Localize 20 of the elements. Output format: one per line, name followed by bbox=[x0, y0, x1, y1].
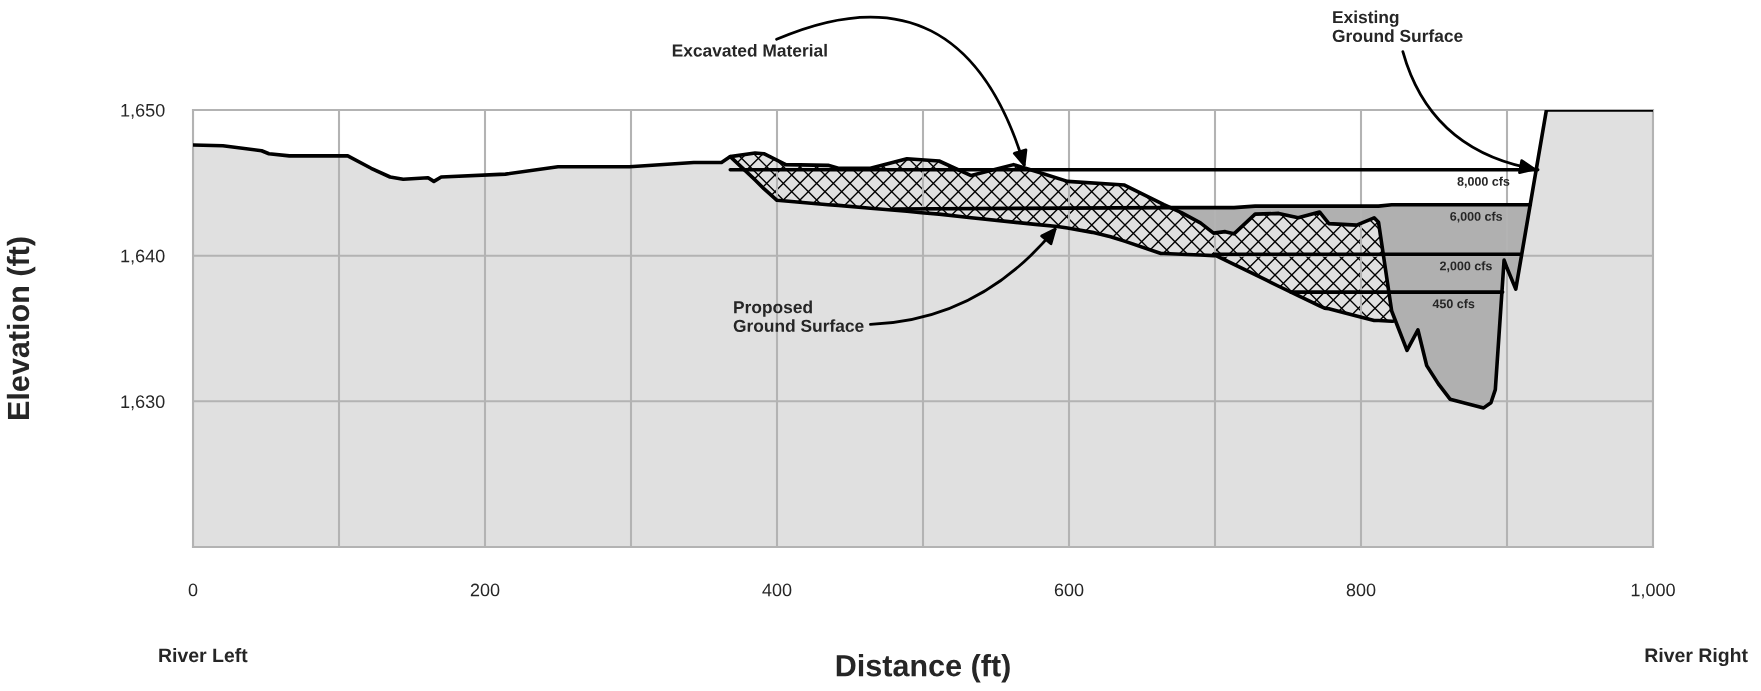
y-tick-label: 1,630 bbox=[121, 395, 165, 411]
series-label: 6,000 cfs bbox=[1450, 211, 1503, 223]
x-tick-label: 200 bbox=[470, 583, 500, 597]
y-tick-label: 1,650 bbox=[121, 103, 165, 119]
series-label: 2,000 cfs bbox=[1439, 261, 1492, 273]
text: River Right bbox=[1645, 647, 1748, 667]
annotation: Existing Ground Surface bbox=[1332, 10, 1463, 43]
y-axis-title: Elevation (ft) bbox=[6, 237, 36, 419]
x-tick-label: 400 bbox=[762, 583, 792, 597]
series-label: 8,000 cfs bbox=[1457, 176, 1510, 188]
y-tick-label: 1,640 bbox=[121, 249, 165, 265]
x-tick-label: 0 bbox=[188, 583, 198, 597]
annotation: Proposed Ground Surface bbox=[733, 300, 864, 333]
series-label: 450 cfs bbox=[1432, 299, 1475, 309]
annotation: Excavated Material bbox=[672, 43, 827, 57]
x-tick-label: 600 bbox=[1054, 583, 1084, 597]
x-tick-label: 800 bbox=[1346, 583, 1376, 597]
text: River Left bbox=[159, 647, 248, 663]
x-axis-title: Distance (ft) bbox=[836, 654, 1010, 683]
x-tick-label: 1,000 bbox=[1631, 583, 1675, 599]
